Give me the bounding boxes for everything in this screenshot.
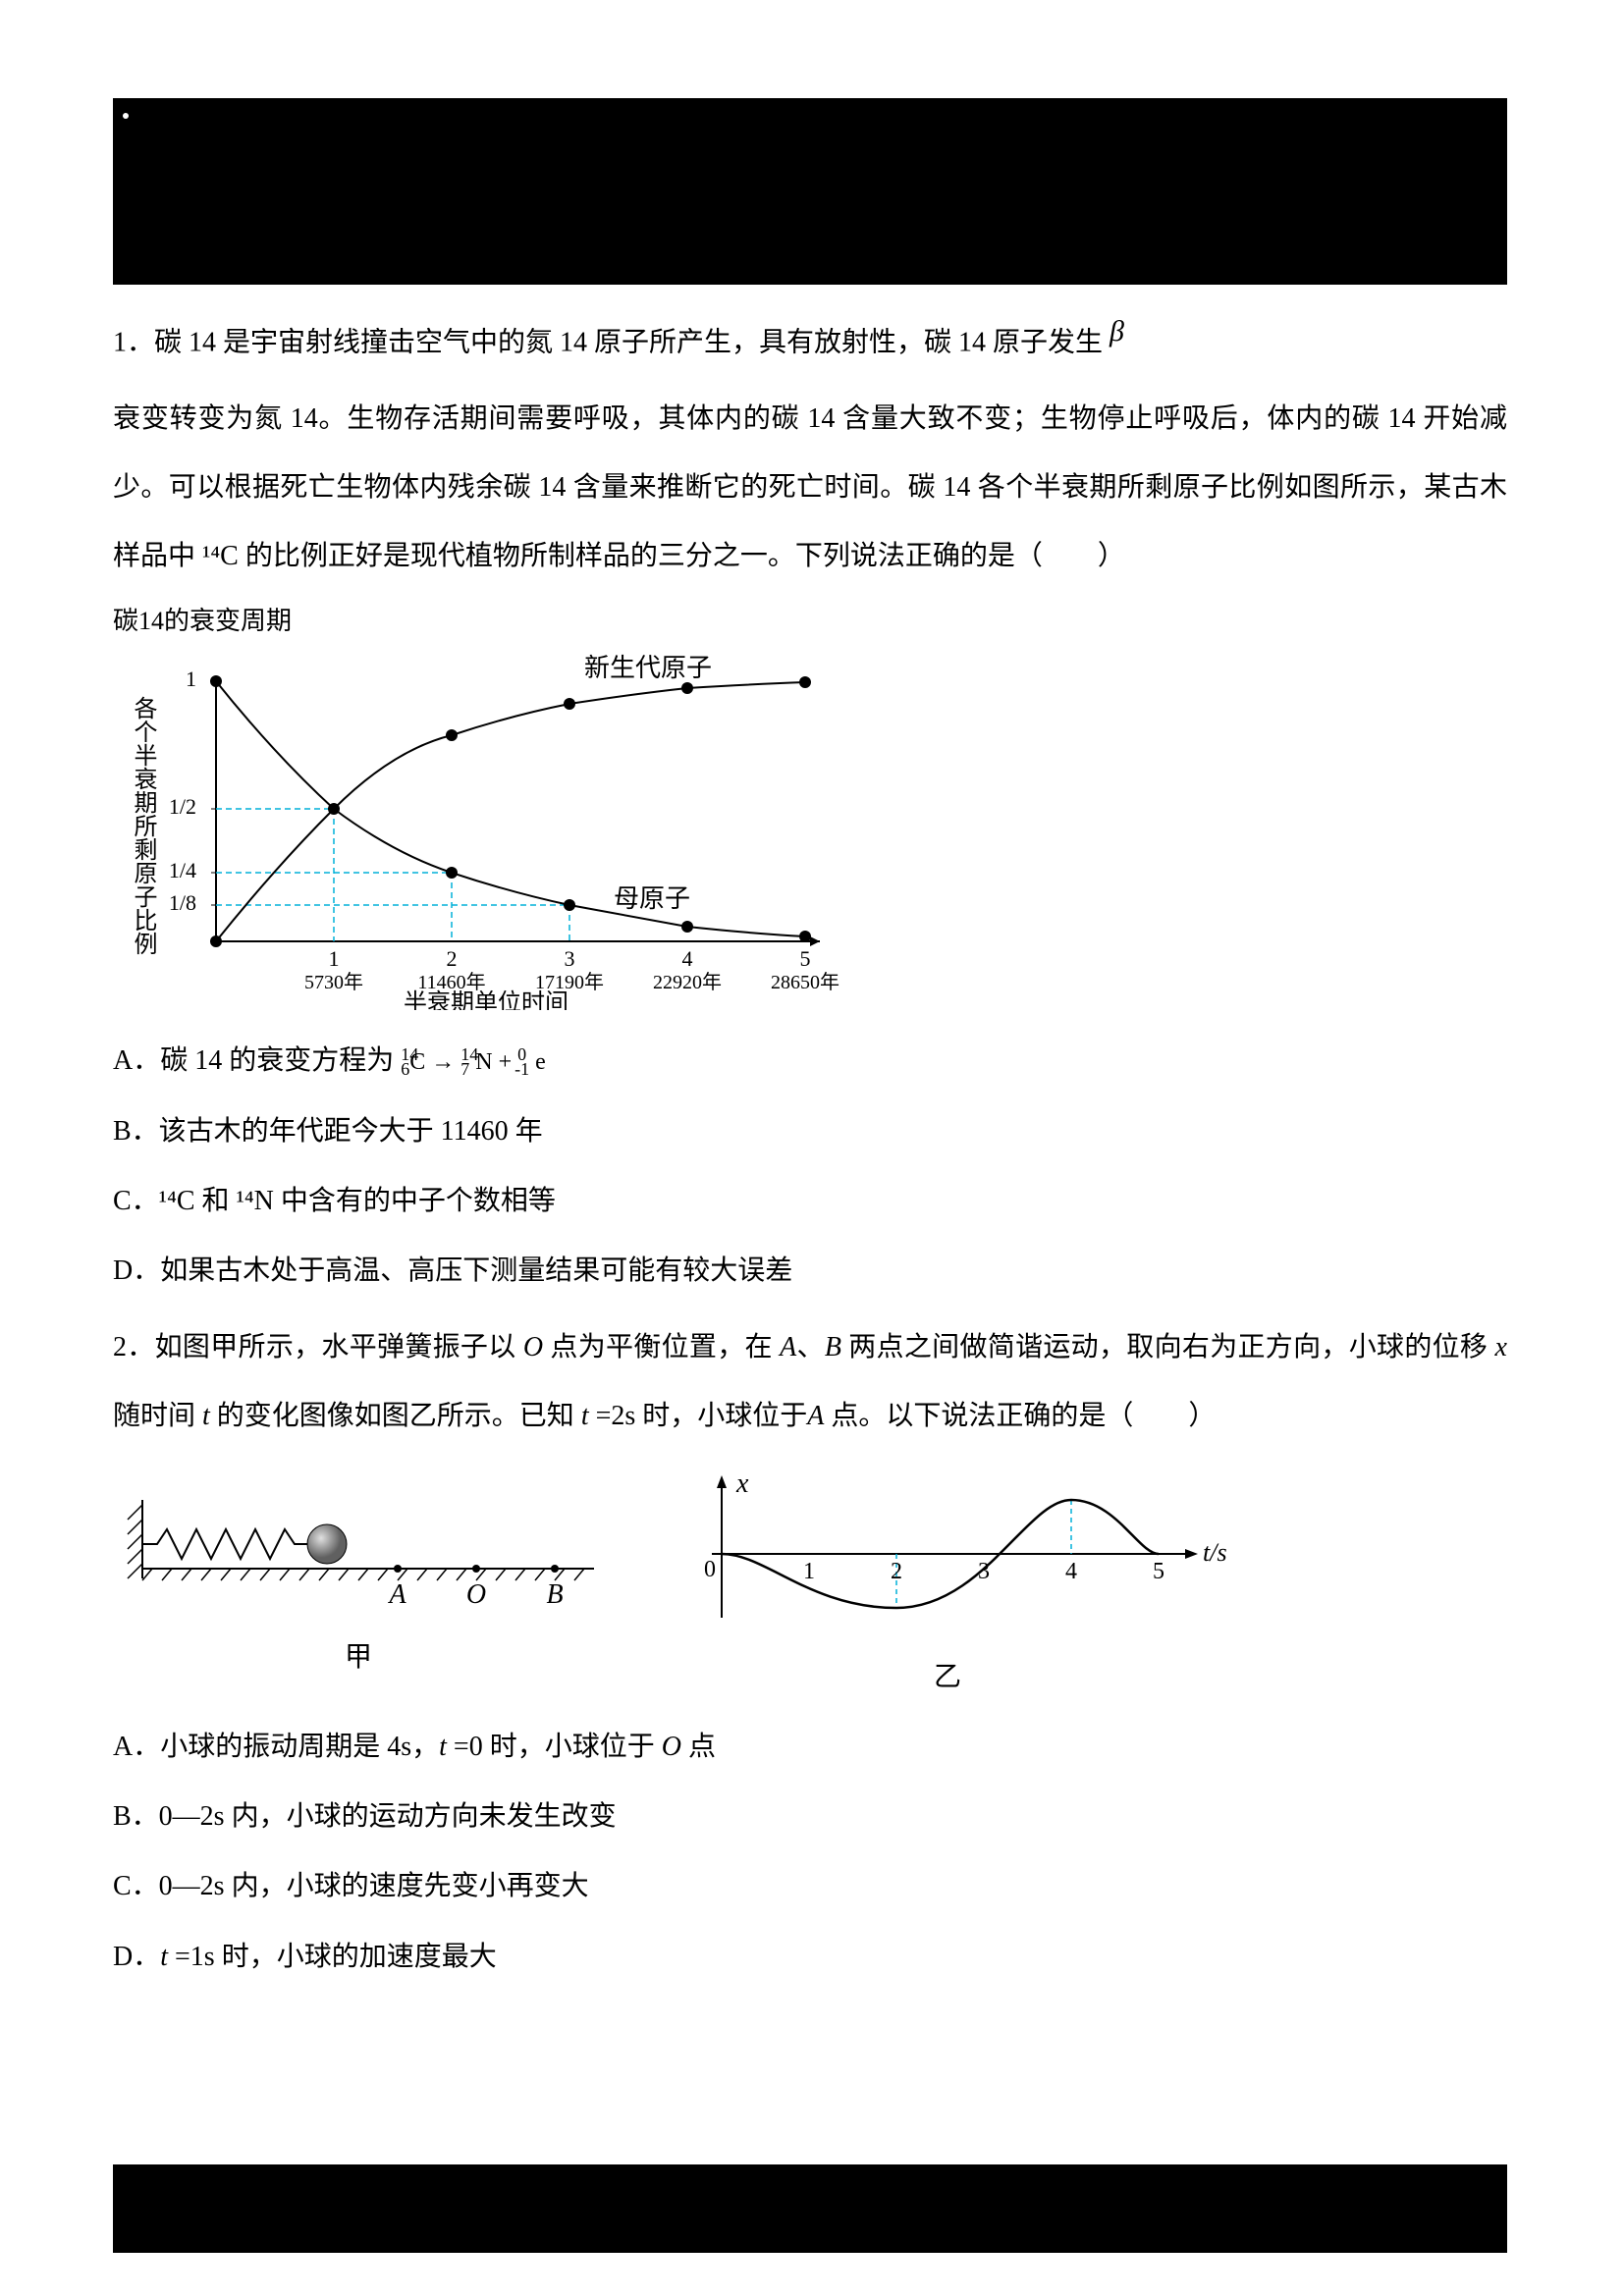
- svg-text:O: O: [466, 1579, 486, 1610]
- q1-options: A．碳 14 的衰变方程为 146C → 147 N + 0-1 e B．该古木…: [113, 1028, 1507, 1304]
- svg-text:22920年: 22920年: [653, 971, 722, 993]
- svg-text:1: 1: [186, 667, 196, 691]
- x-sub-labels: 5730年11460年17190年 22920年28650年: [304, 971, 839, 993]
- caption-right: 乙: [663, 1655, 1232, 1694]
- wave-svg: x t/s 0 1 2 3 4 5: [663, 1470, 1232, 1637]
- q1-opt-A-formula: 146C → 147 N + 0-1 e: [401, 1049, 546, 1075]
- svg-text:2: 2: [447, 946, 458, 971]
- wall-hatch: [128, 1505, 142, 1578]
- svg-text:B: B: [546, 1579, 563, 1610]
- q2-stem-text: 2．如图甲所示，水平弹簧振子以 O 点为平衡位置，在 A、B 两点之间做简谐运动…: [113, 1332, 1507, 1431]
- spring-coil: [142, 1529, 309, 1559]
- chart-title: 碳14的衰变周期: [113, 601, 879, 637]
- y-axis-label: 各个半衰期所剩原子比例: [130, 696, 157, 955]
- q1-opt-A: A．碳 14 的衰变方程为 146C → 147 N + 0-1 e: [113, 1028, 1507, 1094]
- svg-text:4: 4: [682, 946, 693, 971]
- label-parent-atoms: 母原子: [614, 884, 690, 913]
- svg-text:A: A: [387, 1579, 406, 1610]
- curve-dots: [210, 675, 811, 947]
- q1-opt-B: B．该古木的年代距今大于 11460 年: [113, 1098, 1507, 1164]
- decay-chart: 碳14的衰变周期 各个半衰期所剩原子比例 1 1/2 1/4 1/8: [113, 601, 879, 1018]
- caption-left: 甲: [113, 1635, 604, 1675]
- svg-text:1/2: 1/2: [169, 794, 196, 819]
- bottom-black-bar: [113, 2164, 1507, 2253]
- q1-stem-line1: 1．碳 14 是宇宙射线撞击空气中的氮 14 原子所产生，具有放射性，碳 14 …: [113, 294, 1507, 377]
- svg-text:1/4: 1/4: [169, 858, 196, 882]
- spring-svg: A O B: [113, 1490, 604, 1618]
- label-new-atoms: 新生代原子: [584, 654, 712, 682]
- beta-symbol: β: [1110, 315, 1124, 347]
- svg-text:0: 0: [704, 1557, 716, 1582]
- q2-opt-D: D．t =1s 时，小球的加速度最大: [113, 1924, 1507, 1990]
- svg-text:1: 1: [329, 946, 340, 971]
- wave-xticks: 1 2 3 4 5: [803, 1559, 1164, 1584]
- svg-text:28650年: 28650年: [771, 971, 839, 993]
- y-ticks: 1 1/2 1/4 1/8: [169, 667, 216, 915]
- ground-hatch: [142, 1569, 584, 1580]
- x-axis-arrow: [810, 936, 820, 946]
- svg-text:t/s: t/s: [1203, 1538, 1227, 1567]
- q2-opt-A: A．小球的振动周期是 4s，t =0 时，小球位于 O 点: [113, 1714, 1507, 1780]
- q2-opt-C: C．0—2s 内，小球的速度先变小再变大: [113, 1853, 1507, 1919]
- growth-curve: [216, 682, 805, 941]
- x-axis-label: 半衰期单位时间: [404, 989, 568, 1010]
- dash-guides: [216, 809, 569, 941]
- svg-text:3: 3: [978, 1559, 990, 1584]
- wave-diagram: x t/s 0 1 2 3 4 5 乙: [663, 1470, 1232, 1694]
- corner-dot: [123, 113, 129, 119]
- decay-chart-svg: 各个半衰期所剩原子比例 1 1/2 1/4 1/8: [113, 637, 879, 1010]
- ball: [307, 1524, 347, 1564]
- svg-text:x: x: [735, 1470, 749, 1499]
- svg-text:4: 4: [1065, 1559, 1077, 1584]
- q2-options: A．小球的振动周期是 4s，t =0 时，小球位于 O 点 B．0—2s 内，小…: [113, 1714, 1507, 1990]
- q2-diagrams: A O B 甲 x t/s 0: [113, 1470, 1507, 1694]
- svg-text:5: 5: [800, 946, 811, 971]
- q2-opt-B: B．0—2s 内，小球的运动方向未发生改变: [113, 1784, 1507, 1849]
- x-ticks: 1 2 3 4 5: [329, 946, 811, 971]
- top-black-bar: [113, 98, 1507, 285]
- svg-text:1: 1: [803, 1559, 815, 1584]
- q1-opt-C: C．¹⁴C 和 ¹⁴N 中含有的中子个数相等: [113, 1168, 1507, 1234]
- svg-text:1/8: 1/8: [169, 890, 196, 915]
- svg-text:5730年: 5730年: [304, 971, 363, 993]
- q2-stem: 2．如图甲所示，水平弹簧振子以 O 点为平衡位置，在 A、B 两点之间做简谐运动…: [113, 1313, 1507, 1451]
- spring-diagram: A O B 甲: [113, 1490, 604, 1675]
- svg-text:3: 3: [565, 946, 575, 971]
- q1-opt-A-pre: A．碳 14 的衰变方程为: [113, 1045, 394, 1076]
- q1-opt-D: D．如果古木处于高温、高压下测量结果可能有较大误差: [113, 1238, 1507, 1304]
- page-content: 1．碳 14 是宇宙射线撞击空气中的氮 14 原子所产生，具有放射性，碳 14 …: [113, 294, 1507, 1994]
- svg-text:5: 5: [1153, 1559, 1164, 1584]
- q1-text-1: 1．碳 14 是宇宙射线撞击空气中的氮 14 原子所产生，具有放射性，碳 14 …: [113, 327, 1103, 357]
- svg-text:2: 2: [891, 1559, 902, 1584]
- q1-stem-line2: 衰变转变为氮 14。生物存活期间需要呼吸，其体内的碳 14 含量大致不变；生物停…: [113, 385, 1507, 591]
